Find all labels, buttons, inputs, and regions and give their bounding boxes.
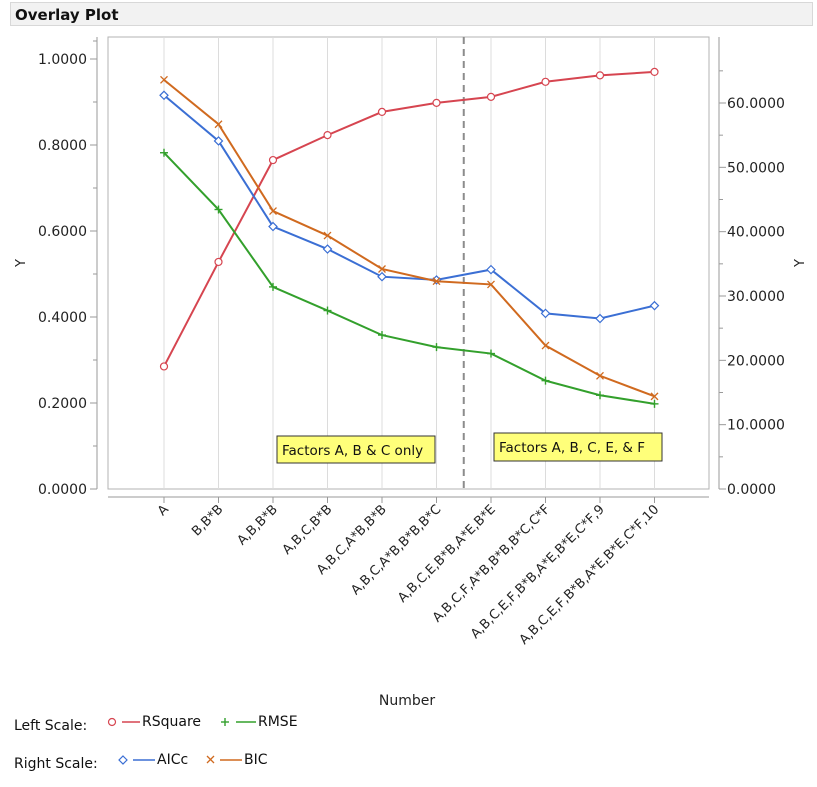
rsquare-point <box>432 98 441 107</box>
rmse-point <box>432 343 441 352</box>
x-axis-tick-label: A,B,B*B <box>235 502 281 548</box>
aicc-point <box>540 308 551 319</box>
right-axis-tick-label: 60.0000 <box>727 96 785 112</box>
bic-point <box>487 280 495 289</box>
rmse-point <box>269 282 277 291</box>
aicc-point <box>268 221 278 232</box>
right-axis-tick-label: 20.0000 <box>727 353 785 369</box>
rsquare-point <box>650 67 659 77</box>
bic-point <box>596 371 604 380</box>
aicc-point <box>486 264 496 275</box>
legend-item-rsquare[interactable]: RSquare <box>106 713 201 731</box>
bic-point <box>160 75 168 84</box>
right-axis-tick-label: 10.0000 <box>727 418 785 434</box>
legend-aicc-label: AICc <box>157 752 189 768</box>
legend-right-scale-label: Right Scale: <box>14 756 98 772</box>
annotation-text: Factors A, B & C only <box>282 443 423 459</box>
x-axis-title: Number <box>379 693 435 709</box>
legend-item-rmse[interactable]: RMSE <box>218 713 298 731</box>
bic-point <box>378 265 386 273</box>
aicc-point <box>649 300 660 311</box>
rsquare-point <box>159 362 169 371</box>
aicc-point <box>377 271 387 282</box>
aicc-point <box>159 90 169 101</box>
annotation-box <box>493 432 663 462</box>
bic-point <box>214 120 223 129</box>
aicc-point <box>322 244 333 254</box>
annotation-text: Factors A, B, C, E, & F <box>499 440 645 456</box>
right-axis-tick-label: 30.0000 <box>727 289 785 305</box>
aicc-point <box>213 136 224 146</box>
legend-bic-label: BIC <box>244 752 268 768</box>
x-axis-tick-label: A,B,C,B*B <box>280 502 336 558</box>
right-axis-tick-label: 0.0000 <box>727 482 776 498</box>
bic-point <box>323 231 332 240</box>
left-axis-tick-label: 0.0000 <box>38 482 87 498</box>
rsquare-point <box>214 257 223 267</box>
right-axis-tick-label: 50.0000 <box>727 160 785 176</box>
rmse-point <box>650 399 659 408</box>
rmse-legend-icon <box>221 718 256 726</box>
legend-item-bic[interactable]: BIC <box>204 751 268 769</box>
x-axis-tick-label: A,B,C,A*B,B*B,B*C <box>348 502 444 598</box>
bic-point <box>432 277 441 286</box>
x-axis-tick-label: A,B,C,E,B*B,A*E,B*E <box>395 502 499 606</box>
rmse-point <box>214 205 223 214</box>
left-axis-tick-label: 0.4000 <box>38 310 87 326</box>
rsquare-point <box>377 107 387 116</box>
bic-point <box>650 392 659 401</box>
left-axis-tick-label: 0.2000 <box>38 396 87 412</box>
rsquare-point <box>486 92 496 101</box>
legend-left-scale-label: Left Scale: <box>14 718 88 734</box>
rsquare-point <box>541 77 550 86</box>
title-bar[interactable]: Overlay Plot <box>10 2 813 26</box>
legend-item-aicc[interactable]: AICc <box>117 751 188 769</box>
series-line-rmse <box>163 152 655 405</box>
legend-rmse-label: RMSE <box>258 714 298 730</box>
left-y-axis-title: Y <box>14 259 29 268</box>
series-line-bic <box>163 79 655 398</box>
rmse-point <box>323 306 332 315</box>
rsquare-legend-icon <box>107 717 140 727</box>
plot-frame <box>107 36 710 490</box>
left-axis-tick-label: 1.0000 <box>38 52 87 68</box>
plot-title: Overlay Plot <box>15 6 119 24</box>
bic-legend-icon <box>206 755 242 764</box>
rsquare-point <box>595 71 605 80</box>
rmse-point <box>160 148 168 157</box>
legend-rsquare-label: RSquare <box>142 714 202 730</box>
x-axis-tick-label: A <box>155 502 172 519</box>
left-axis-tick-label: 0.8000 <box>38 138 87 154</box>
x-axis-tick-label: B,B*B <box>189 502 226 539</box>
series-line-rsquare <box>163 70 655 367</box>
rmse-point <box>596 391 604 400</box>
right-y-axis-title: Y <box>793 259 808 268</box>
rsquare-point <box>323 131 332 140</box>
rmse-point <box>378 331 386 340</box>
series-line-aicc <box>163 94 655 320</box>
bic-point <box>269 207 277 216</box>
left-axis-tick-label: 0.6000 <box>38 224 87 240</box>
rmse-point <box>541 376 550 385</box>
rsquare-point <box>268 155 278 165</box>
aicc-legend-icon <box>118 755 155 765</box>
bic-point <box>541 341 550 350</box>
aicc-point <box>595 313 605 324</box>
rmse-point <box>487 349 495 358</box>
annotation-box <box>276 435 436 464</box>
right-axis-tick-label: 40.0000 <box>727 225 785 241</box>
